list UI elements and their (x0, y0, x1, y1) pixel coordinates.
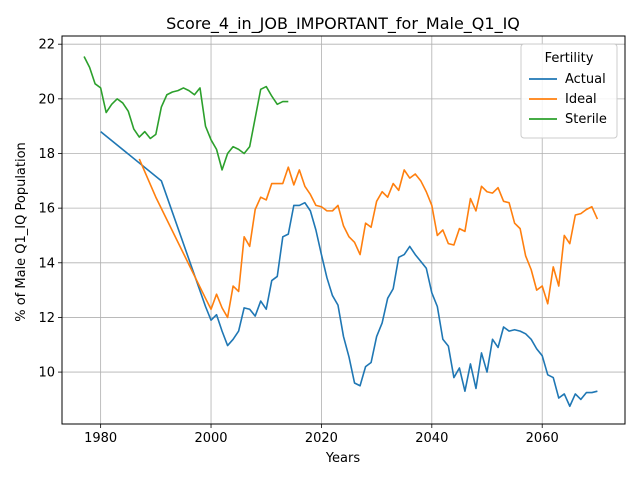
legend-label-sterile: Sterile (565, 112, 607, 127)
x-tick-label: 1980 (84, 431, 117, 446)
legend-label-ideal: Ideal (565, 92, 597, 107)
series-line-sterile (83, 56, 289, 171)
series-lines (83, 56, 599, 408)
plot-frame (61, 35, 626, 425)
x-axis-label: Years (325, 451, 361, 466)
y-axis-label: % of Male Q1_IQ Population (14, 142, 29, 322)
y-tick-label: 22 (38, 38, 55, 53)
x-tick-label: 2060 (526, 431, 559, 446)
x-axis: 1980 2000 2020 2040 2060 (84, 424, 559, 446)
chart-title: Score_4_in_JOB_IMPORTANT_for_Male_Q1_IQ (166, 14, 520, 34)
y-tick-label: 20 (38, 92, 55, 107)
legend: Fertility Actual Ideal Sterile (520, 43, 618, 139)
y-axis: 10 12 14 16 18 20 22 (38, 38, 62, 381)
series-line-ideal (138, 158, 599, 319)
legend-title: Fertility (545, 51, 594, 66)
legend-label-actual: Actual (565, 72, 606, 87)
legend-box (520, 43, 618, 139)
x-tick-label: 2000 (194, 431, 227, 446)
y-tick-label: 14 (38, 256, 55, 271)
x-tick-label: 2040 (415, 431, 448, 446)
series-line-actual (100, 131, 598, 408)
y-tick-label: 10 (38, 366, 55, 381)
y-tick-label: 16 (38, 202, 55, 217)
y-tick-label: 18 (38, 147, 55, 162)
x-tick-label: 2020 (305, 431, 338, 446)
y-tick-label: 12 (38, 311, 55, 326)
